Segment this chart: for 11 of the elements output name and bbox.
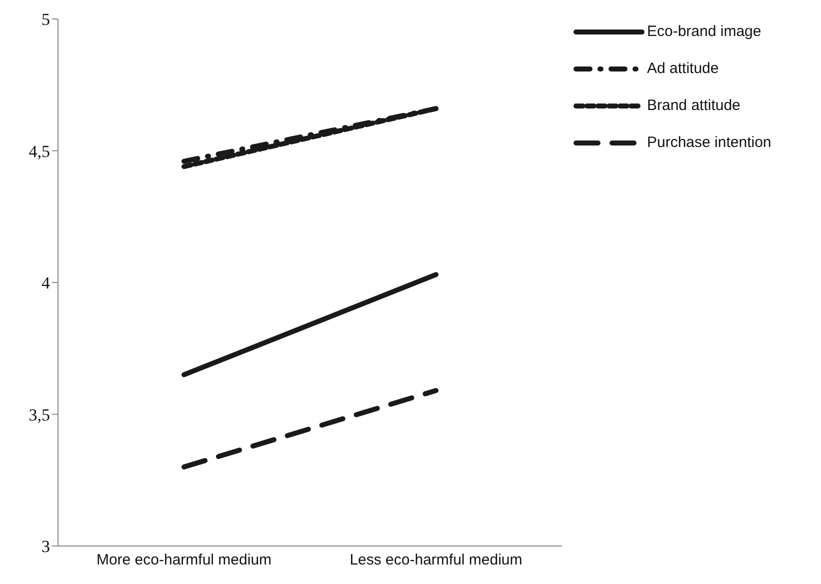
legend-label: Brand attitude xyxy=(647,97,740,114)
y-tick-label: 4 xyxy=(42,274,50,293)
legend-label: Eco-brand image xyxy=(647,23,762,40)
y-tick-label: 4,5 xyxy=(28,142,50,161)
legend-label: Purchase intention xyxy=(647,134,772,151)
y-tick-label: 5 xyxy=(42,10,50,30)
y-tick-label: 3 xyxy=(42,537,50,556)
x-tick-label: More eco-harmful medium xyxy=(96,552,272,569)
legend-label: Ad attitude xyxy=(647,60,719,77)
y-tick-label: 3,5 xyxy=(28,405,50,424)
x-tick-label: Less eco-harmful medium xyxy=(350,552,522,569)
